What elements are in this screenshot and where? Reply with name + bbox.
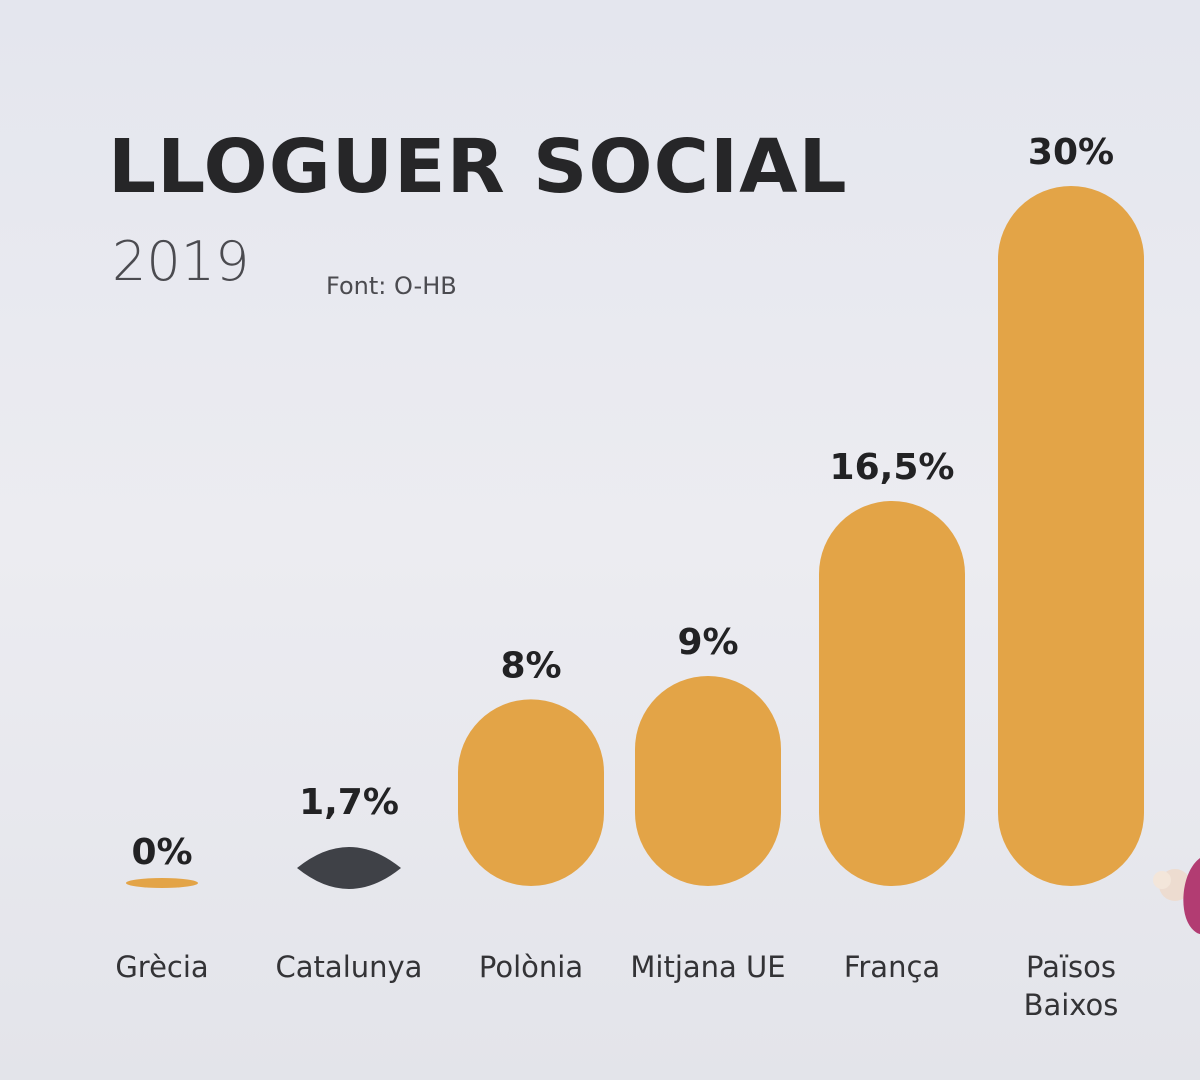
chart-subtitle: 2019: [112, 230, 250, 293]
chart-source: Font: O-HB: [326, 272, 457, 300]
category-label-line: Mitjana UE: [630, 950, 785, 984]
category-label-polonia: Polònia: [479, 950, 583, 984]
category-label-line: Països: [1026, 950, 1116, 984]
bar-grecia: [126, 878, 198, 888]
category-label-line: Grècia: [115, 950, 208, 984]
category-label-franca: França: [844, 950, 940, 984]
category-labels-group: Grècia Catalunya Polònia Mitjana UE França Pa…: [115, 950, 1118, 1022]
value-label-grecia: 0%: [131, 832, 192, 873]
category-label-paisos-baixos: Països Baixos: [1024, 950, 1119, 1022]
category-label-line: Baixos: [1024, 988, 1119, 1022]
category-label-line: Catalunya: [276, 950, 423, 984]
value-label-mitjana-ue: 9%: [677, 622, 738, 663]
category-label-mitjana-ue: Mitjana UE: [630, 950, 785, 984]
category-label-line: França: [844, 950, 940, 984]
value-labels-group: 0% 1,7% 8% 9% 16,5% 30%: [131, 132, 1114, 873]
category-label-grecia: Grècia: [115, 950, 208, 984]
category-label-line: Polònia: [479, 950, 583, 984]
bars-group: [126, 186, 1144, 889]
chart-title: LLOGUER SOCIAL: [108, 124, 848, 210]
value-label-paisos-baixos: 30%: [1028, 132, 1114, 173]
bar-polonia: [458, 699, 604, 886]
value-label-catalunya: 1,7%: [299, 782, 399, 823]
category-label-catalunya: Catalunya: [276, 950, 423, 984]
bar-catalunya: [297, 847, 401, 889]
value-label-polonia: 8%: [500, 645, 561, 686]
value-label-franca: 16,5%: [830, 447, 955, 488]
bar-franca: [819, 501, 965, 886]
bar-paisos-baixos: [998, 186, 1144, 886]
bar-mitjana-ue: [635, 676, 781, 886]
